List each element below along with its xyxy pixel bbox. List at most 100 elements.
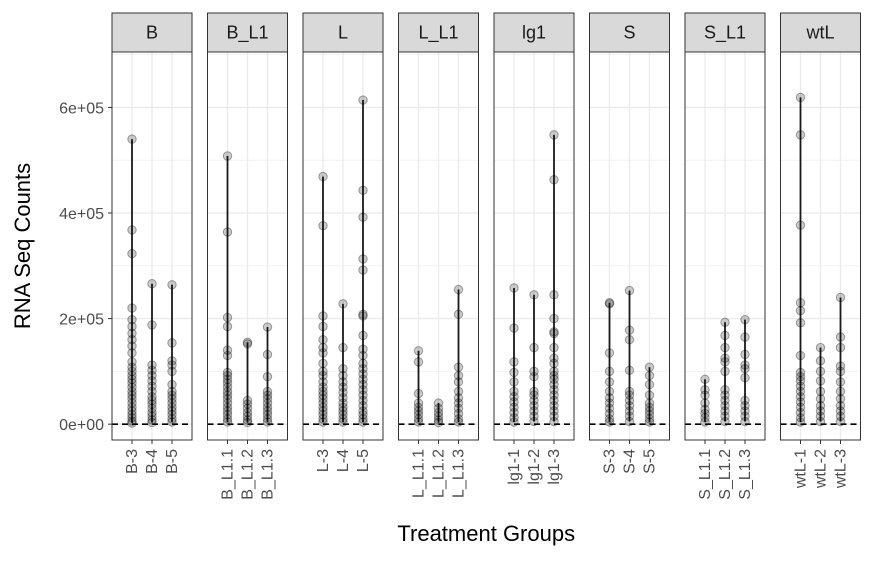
data-point [795,381,806,391]
data-point [318,370,328,381]
data-point [720,330,730,341]
facet-strip-label: B_L1 [226,23,268,44]
data-point [358,400,368,411]
data-point [700,408,710,419]
data-point [509,407,519,418]
data-point [222,417,233,427]
x-tick-label: S-5 [642,449,659,474]
data-point [358,212,368,222]
data-point [720,385,730,395]
data-point [624,395,635,406]
data-point [549,366,559,377]
data-point [413,409,424,420]
data-point [167,366,177,377]
data-point [835,386,846,397]
data-point [700,404,710,415]
x-tick-label: B-5 [164,449,181,474]
data-point [167,390,177,400]
data-point [740,373,750,383]
x-tick-label: B-3 [124,449,141,474]
data-point [835,400,846,411]
x-tick-label: wtL-1 [793,449,810,489]
data-point [795,220,806,230]
data-point [509,392,519,402]
data-point [509,386,519,397]
data-point [147,395,157,406]
data-point [318,366,328,377]
data-point [624,416,635,427]
data-point [127,402,137,412]
data-point [127,370,137,381]
data-point [815,342,826,353]
data-point [700,390,710,400]
data-point [549,358,559,369]
facet-panel-B: B B-3 B-4 B-5 [111,12,193,474]
data-point [795,402,806,412]
data-point [644,398,655,408]
data-point [318,348,328,358]
x-tick-label: lg1-1 [506,449,523,485]
data-point [720,395,730,406]
data-point [147,370,157,381]
x-tick-label: S_L1.2 [717,449,734,500]
data-point [624,406,635,416]
data-point [222,367,233,378]
data-point [167,338,177,348]
data-point [644,370,655,381]
data-point [815,416,826,427]
data-point [529,390,539,400]
facet-strip [207,12,288,53]
x-tick-label: wtL-3 [833,449,850,489]
data-point [358,344,368,354]
data-point [453,362,464,372]
data-point [509,367,519,378]
data-point [795,392,806,402]
data-point [835,406,846,416]
data-point [358,185,368,196]
data-point [358,409,368,420]
data-point [318,398,328,408]
data-point [358,385,368,395]
data-point [433,407,444,418]
data-point [127,398,137,408]
data-point [549,328,559,339]
facet-strip [111,12,193,53]
data-point [318,409,328,420]
data-point [127,314,137,325]
data-point [413,414,424,424]
data-point [624,285,635,296]
data-point [318,386,328,397]
x-tick-label: S_L1.1 [697,449,714,500]
data-point [644,390,655,400]
y-tick-label: 6e+05 [59,100,104,117]
data-point [720,416,730,427]
data-point [147,320,157,330]
data-point [318,417,328,427]
data-point [835,332,846,342]
data-point [318,220,328,231]
data-point [433,398,444,408]
x-tick-label: B_L1.1 [220,449,237,500]
data-point [127,225,137,235]
data-point [147,417,157,428]
data-point [167,379,177,390]
data-point [338,398,348,408]
data-point [127,321,137,332]
data-point [338,364,348,374]
data-point [644,417,655,427]
data-point [358,358,368,369]
data-point [740,416,750,427]
data-point [453,393,464,403]
x-tick-label: B_L1.2 [240,449,257,500]
data-point [509,417,519,427]
data-point [147,279,157,289]
data-point [815,376,826,386]
data-point [740,349,750,360]
data-point [413,357,424,367]
data-point [147,399,157,409]
data-point [358,311,368,321]
data-point [338,393,348,403]
data-point [127,303,137,313]
data-point [358,374,368,384]
data-point [604,414,615,424]
